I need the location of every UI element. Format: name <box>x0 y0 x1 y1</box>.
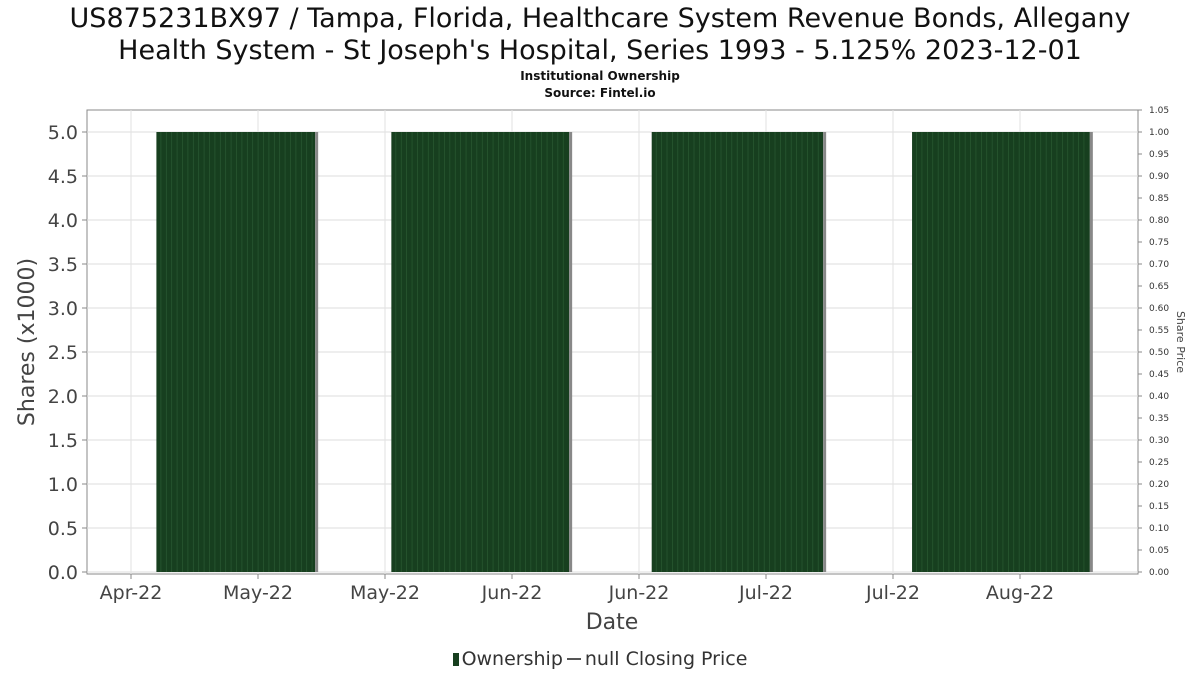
x-tick-label: Jul-22 <box>738 582 793 604</box>
y2-tick-label: 0.90 <box>1149 172 1169 182</box>
y-tick-label: 0.0 <box>48 562 78 584</box>
y-tick-label: 0.5 <box>48 518 78 540</box>
y-tick-label: 4.0 <box>48 210 78 232</box>
y2-axis-ticks: 0.00 0.05 0.10 0.15 0.20 0.25 0.30 0.35 0.40 0.45… <box>1138 106 1169 578</box>
y2-tick-label: 0.40 <box>1149 392 1169 402</box>
y2-tick-label: 1.00 <box>1149 128 1169 138</box>
y2-tick-label: 0.80 <box>1149 216 1169 226</box>
y2-tick-label: 0.85 <box>1149 194 1169 204</box>
y2-tick-label: 0.00 <box>1149 568 1169 578</box>
y2-tick-label: 0.95 <box>1149 150 1169 160</box>
ownership-bar-group <box>391 132 573 572</box>
x-axis-ticks: Apr-22 May-22 May-22 Jun-22 Jun-22 Jul-22 Jul-… <box>100 574 1054 604</box>
chart-legend: Ownership null Closing Price <box>0 648 1200 670</box>
x-axis-label: Date <box>586 610 639 635</box>
ownership-legend-label: Ownership <box>461 648 563 670</box>
y-tick-label: 3.0 <box>48 298 78 320</box>
y-axis-label: Shares (x1000) <box>15 258 40 426</box>
chart-title-line-1: US875231BX97 / Tampa, Florida, Healthcar… <box>69 3 1131 34</box>
x-tick-label: Aug-22 <box>986 582 1054 604</box>
y2-tick-label: 0.05 <box>1149 546 1169 556</box>
ownership-bar-group <box>651 132 827 572</box>
y2-tick-label: 1.05 <box>1149 106 1169 116</box>
ownership-bars <box>156 132 1093 572</box>
ownership-bar-shadow <box>1089 132 1093 572</box>
y2-tick-label: 0.30 <box>1149 436 1169 446</box>
y2-tick-label: 0.65 <box>1149 282 1169 292</box>
y2-tick-label: 0.70 <box>1149 260 1169 270</box>
y-tick-label: 1.5 <box>48 430 78 452</box>
ownership-bar <box>391 132 570 572</box>
x-tick-label: Jun-22 <box>481 582 543 604</box>
y2-tick-label: 0.15 <box>1149 502 1169 512</box>
ownership-bar <box>912 132 1090 572</box>
ownership-bar-shadow <box>315 132 319 572</box>
y2-tick-label: 0.10 <box>1149 524 1169 534</box>
ownership-bar-group <box>912 132 1093 572</box>
price-legend-line <box>566 658 581 660</box>
price-legend-label: null Closing Price <box>584 648 748 670</box>
x-tick-label: Jun-22 <box>608 582 670 604</box>
y-tick-label: 3.5 <box>48 254 78 276</box>
ownership-legend-swatch <box>452 653 459 666</box>
chart-subtitle: Institutional Ownership <box>520 69 680 83</box>
y-tick-label: 2.0 <box>48 386 78 408</box>
x-tick-label: Apr-22 <box>100 582 163 604</box>
chart-title-line-2: Health System - St Joseph's Hospital, Se… <box>118 35 1082 66</box>
y-axis-ticks: 0.0 0.5 1.0 1.5 2.0 2.5 3.0 3.5 4.0 4.5 5.0 <box>48 122 87 584</box>
y-tick-label: 4.5 <box>48 166 78 188</box>
ownership-bar-group <box>156 132 319 572</box>
y2-tick-label: 0.20 <box>1149 480 1169 490</box>
ownership-bar-shadow <box>569 132 573 572</box>
y2-tick-label: 0.50 <box>1149 348 1169 358</box>
ownership-bar <box>156 132 316 572</box>
y2-tick-label: 0.45 <box>1149 370 1169 380</box>
chart-source: Source: Fintel.io <box>544 86 656 100</box>
y2-tick-label: 0.55 <box>1149 326 1169 336</box>
y2-tick-label: 0.25 <box>1149 458 1169 468</box>
y2-axis-label: Share Price <box>1174 311 1187 373</box>
y-tick-label: 5.0 <box>48 122 78 144</box>
ownership-bar-shadow <box>823 132 827 572</box>
y2-tick-label: 0.60 <box>1149 304 1169 314</box>
y2-tick-label: 0.75 <box>1149 238 1169 248</box>
x-tick-label: Jul-22 <box>865 582 920 604</box>
x-tick-label: May-22 <box>350 582 420 604</box>
y2-tick-label: 0.35 <box>1149 414 1169 424</box>
y-tick-label: 2.5 <box>48 342 78 364</box>
x-tick-label: May-22 <box>223 582 293 604</box>
y-tick-label: 1.0 <box>48 474 78 496</box>
